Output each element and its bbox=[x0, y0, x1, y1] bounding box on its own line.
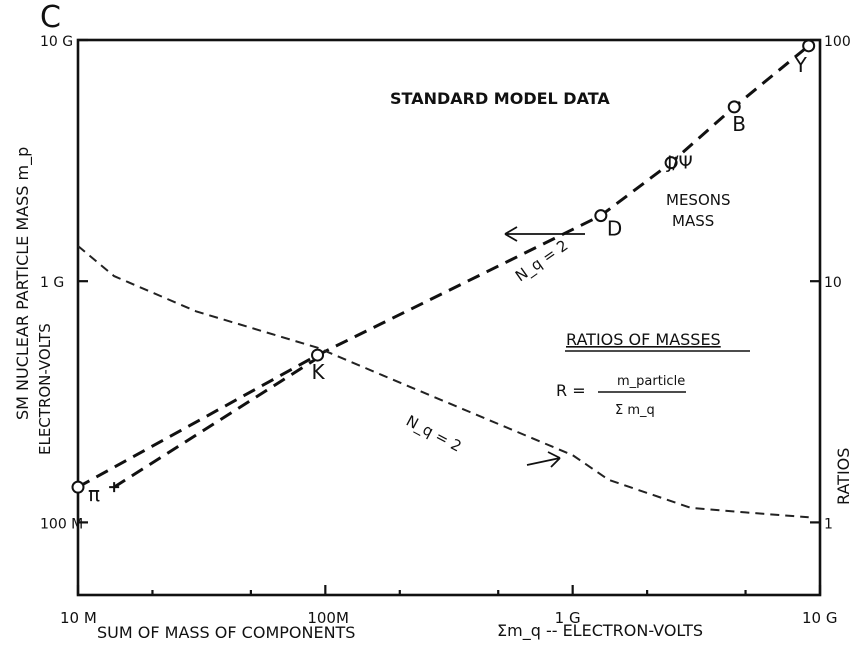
fit-point-marker bbox=[109, 482, 120, 493]
mass-ratio-line bbox=[77, 245, 809, 519]
y-left-tick-label: 100 M bbox=[40, 516, 83, 532]
left-axis-arrow bbox=[504, 226, 585, 242]
meson-point-marker bbox=[311, 348, 325, 362]
y-left-tick-label: 1 G bbox=[40, 275, 64, 291]
mass-label: MASS bbox=[672, 212, 714, 230]
x-axis-label: SUM OF MASS OF COMPONENTS bbox=[97, 623, 355, 642]
meson-point-marker bbox=[664, 156, 678, 170]
y-right-tick-label: 1 bbox=[824, 516, 833, 532]
panel-label: C bbox=[40, 0, 61, 35]
meson-point-label: π bbox=[88, 482, 100, 506]
x-tick-label: 10 G bbox=[802, 609, 837, 627]
x-tick-label: 100M bbox=[307, 609, 349, 627]
meson-point-label: K bbox=[312, 360, 326, 384]
x-axis-formula-label: Σm_q -- ELECTRON-VOLTS bbox=[497, 621, 703, 641]
x-tick-label: 10 M bbox=[60, 609, 97, 627]
y-right-tick-label: 10 bbox=[824, 275, 842, 291]
meson-point-marker bbox=[727, 100, 741, 114]
mesons-label: MESONS bbox=[666, 191, 731, 209]
y-axis-right-label: RATIOS bbox=[834, 448, 853, 505]
formula-denominator: Σ m_q bbox=[615, 403, 655, 418]
formula-lhs: R = bbox=[556, 381, 586, 400]
meson-point-label: Υ bbox=[794, 53, 808, 77]
meson-point-marker bbox=[802, 39, 816, 53]
meson-points: π K D J/Ψ B Υ bbox=[71, 39, 816, 506]
y-axis-left-label: SM NUCLEAR PARTICLE MASS m_p bbox=[13, 147, 33, 420]
chart-title: STANDARD MODEL DATA bbox=[390, 89, 610, 108]
axis-ticks: 10 M 100M 1 G 10 G 10 G 1 G 100 M 100 10 1 bbox=[40, 34, 851, 627]
mesons-mass-line bbox=[77, 44, 810, 489]
x-tick-label: 1 G bbox=[555, 609, 581, 627]
y-left-tick-label: 10 G bbox=[40, 34, 73, 50]
meson-point-label: J/Ψ bbox=[666, 153, 693, 174]
meson-point-marker bbox=[594, 209, 608, 223]
ratios-title: RATIOS OF MASSES bbox=[566, 330, 721, 349]
formula-numerator: m_particle bbox=[617, 374, 685, 389]
y-axis-left-units: ELECTRON-VOLTS bbox=[36, 323, 54, 455]
right-axis-arrow bbox=[526, 451, 561, 468]
meson-point-label: D bbox=[607, 217, 622, 241]
nq-ratio-label: N_q = 2 bbox=[403, 412, 465, 457]
meson-point-marker bbox=[71, 480, 85, 494]
meson-point-label: B bbox=[732, 112, 746, 136]
y-right-tick-label: 100 bbox=[824, 34, 851, 50]
mass-fit-line bbox=[113, 356, 319, 489]
plot-frame bbox=[76, 38, 822, 597]
nq-mass-label: N_q = 2 bbox=[512, 236, 572, 286]
